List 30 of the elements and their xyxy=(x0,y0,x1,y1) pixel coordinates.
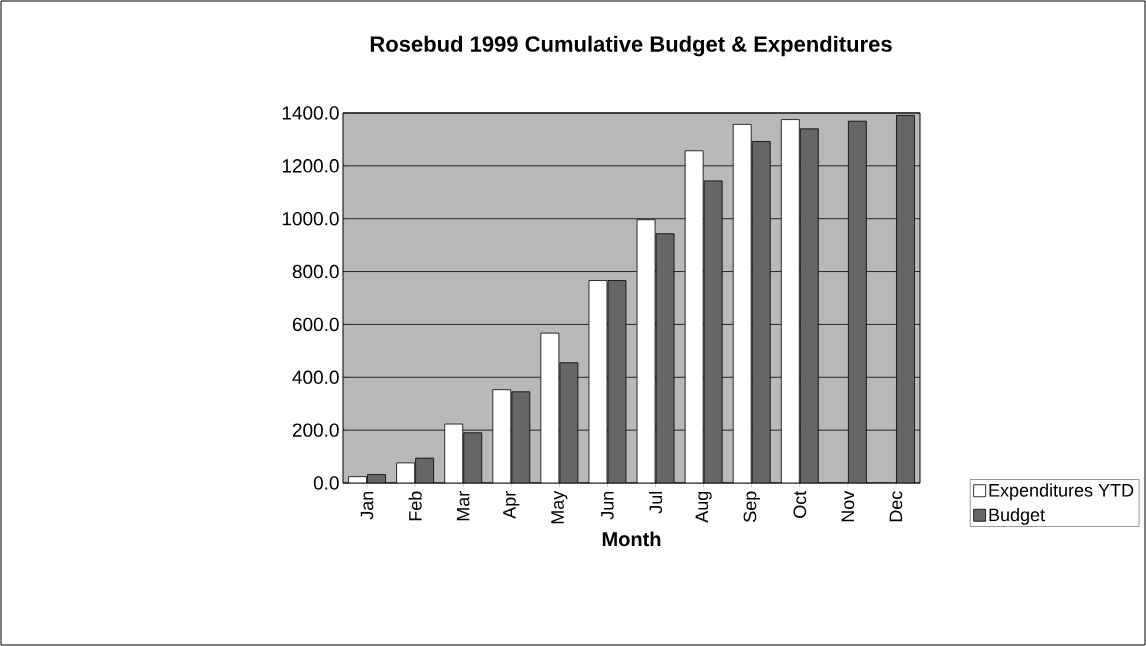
x-tick-label: Oct xyxy=(793,490,807,518)
y-tick-label: 400.0 xyxy=(292,370,339,384)
y-tick-label: 1400.0 xyxy=(282,106,339,120)
x-tick-label: May xyxy=(551,490,568,524)
x-tick-label: Jul xyxy=(648,491,663,514)
x-tick-label: Nov xyxy=(841,490,855,522)
legend-label: Expenditures YTD xyxy=(989,483,1134,501)
x-tick-label: Jan xyxy=(360,491,374,520)
bar xyxy=(799,128,819,483)
bar xyxy=(463,432,483,483)
x-tick-label: Mar xyxy=(456,491,470,521)
x-tick-label: Dec xyxy=(889,491,903,522)
legend-label: Budget xyxy=(989,507,1045,525)
y-tick-label: 1000.0 xyxy=(282,211,339,226)
y-tick-label: 200.0 xyxy=(292,423,339,437)
bar xyxy=(847,120,867,483)
x-tick-label: Jun xyxy=(601,491,614,520)
x-tick-label: Feb xyxy=(408,491,422,521)
bar xyxy=(511,391,531,483)
x-tick-label: Apr xyxy=(503,491,520,519)
bar xyxy=(896,114,915,483)
x-tick-label: Aug xyxy=(695,491,712,523)
chart-title: Rosebud 1999 Cumulative Budget & Expenditures xyxy=(370,35,892,57)
bar xyxy=(751,141,771,483)
y-tick-label: 1200.0 xyxy=(282,159,339,173)
y-tick-label: 800.0 xyxy=(292,264,339,279)
y-tick-label: 0.0 xyxy=(313,476,339,490)
y-tick-label: 600.0 xyxy=(292,317,339,332)
x-tick-label: Sep xyxy=(743,491,760,522)
x-axis-title: Month xyxy=(602,531,661,547)
